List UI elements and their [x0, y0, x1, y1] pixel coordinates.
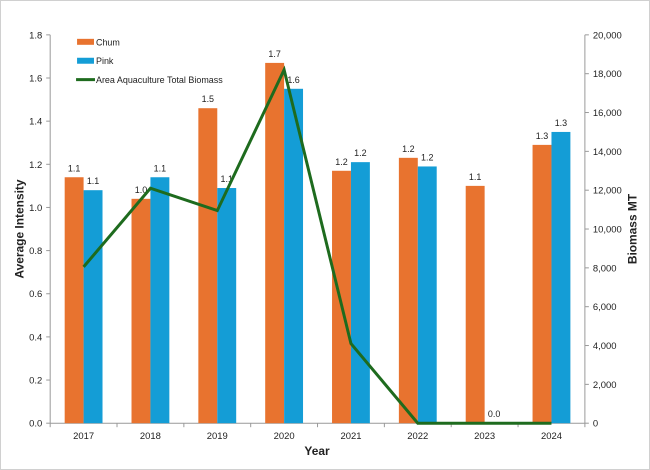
data-label: 1.3 — [536, 131, 548, 141]
data-label: 1.2 — [335, 157, 347, 167]
biomass-line — [82, 65, 552, 425]
x-tick-label: 2021 — [340, 431, 361, 442]
y2-axis-title: Biomass MT — [626, 193, 640, 264]
y-tick-label: 0.6 — [29, 289, 42, 300]
data-label: 1.5 — [202, 94, 214, 104]
bar-pink — [83, 190, 103, 424]
y2-tick-label: 0 — [593, 419, 598, 430]
bar-pink — [284, 88, 304, 424]
data-label: 1.2 — [421, 152, 433, 162]
data-label: 1.2 — [354, 148, 366, 158]
y2-tick-label: 8,000 — [593, 263, 617, 274]
y-axis-title: Average Intensity — [12, 179, 26, 278]
legend-label: Chum — [96, 37, 120, 47]
bar-chum — [532, 144, 552, 424]
bar-pink — [417, 166, 437, 424]
y2-tick-label: 14,000 — [593, 147, 622, 158]
legend-swatch-pink — [77, 57, 94, 64]
y-tick-label: 0.2 — [29, 376, 42, 387]
bar-pink — [551, 131, 571, 424]
x-tick-label: 2023 — [474, 431, 495, 442]
y2-tick-label: 20,000 — [593, 30, 622, 41]
legend-label: Area Aquaculture Total Biomass — [96, 75, 223, 85]
data-label: 1.1 — [87, 176, 99, 186]
y2-tick-label: 2,000 — [593, 380, 617, 391]
bars: 1.1 1.0 1.5 1.7 1.2 1.2 1.1 1.3 1.1 1.1 1.1 1.6 1.2 1… — [64, 49, 571, 424]
y2-tick-label: 12,000 — [593, 186, 622, 197]
bar-chum — [198, 108, 218, 424]
data-label: 1.6 — [287, 75, 299, 85]
data-label: 1.1 — [154, 163, 166, 173]
bar-chum — [332, 170, 351, 424]
bar-chum — [131, 198, 151, 424]
data-label: 1.1 — [68, 163, 80, 173]
y-tick-label: 0.0 — [29, 419, 42, 430]
bar-chum — [398, 157, 418, 424]
y2-tick-label: 16,000 — [593, 108, 622, 119]
y-tick-label: 1.6 — [29, 73, 42, 84]
y2-tick-label: 6,000 — [593, 302, 617, 313]
x-tick-label: 2024 — [541, 431, 562, 442]
x-tick-label: 2019 — [207, 431, 228, 442]
data-label: 1.1 — [221, 174, 233, 184]
y-tick-label: 0.8 — [29, 246, 42, 257]
y2-tick-label: 4,000 — [593, 341, 617, 352]
x-axis-title: Year — [304, 444, 330, 458]
y-tick-label: 1.0 — [29, 203, 42, 214]
bar-chum — [465, 185, 485, 424]
y-tick-label: 0.4 — [29, 332, 42, 343]
bar-pink — [350, 162, 370, 424]
data-label: 1.3 — [555, 118, 567, 128]
axes: 0.0 0.2 0.4 0.6 0.8 1.0 1.2 1.4 1.6 1.8 0 2,000 4,00… — [29, 30, 622, 442]
x-tick-label: 2018 — [140, 431, 161, 442]
y2-tick-label: 18,000 — [593, 69, 622, 80]
data-label: 1.7 — [268, 49, 280, 59]
bar-pink — [150, 177, 170, 424]
data-label: 1.2 — [402, 144, 414, 154]
data-label: 1.0 — [135, 185, 147, 195]
x-tick-label: 2017 — [73, 431, 94, 442]
x-tick-label: 2022 — [407, 431, 428, 442]
data-label: 1.1 — [469, 172, 481, 182]
y2-tick-label: 10,000 — [593, 225, 622, 236]
y-tick-label: 1.2 — [29, 160, 42, 171]
x-tick-label: 2020 — [274, 431, 295, 442]
y-tick-label: 1.8 — [29, 30, 42, 41]
bar-chum — [64, 177, 84, 424]
biomass-line-path — [82, 65, 552, 425]
bar-chum — [265, 62, 285, 424]
legend-label: Pink — [96, 56, 114, 66]
bar-pink — [217, 188, 237, 424]
y-tick-label: 1.4 — [29, 117, 42, 128]
legend: Chum Pink Area Aquaculture Total Biomass — [76, 37, 223, 85]
legend-swatch-chum — [77, 38, 94, 45]
data-label: 0.0 — [488, 409, 500, 419]
